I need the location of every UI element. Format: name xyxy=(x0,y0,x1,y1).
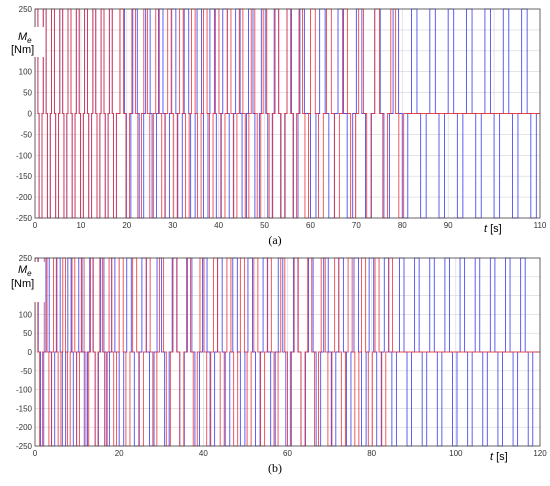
chart-b-x-ticks: 0 20 40 60 80 100 120 xyxy=(33,449,547,458)
chart-a-ytick-label: -150 xyxy=(16,172,33,181)
chart-b-ytick-label: -50 xyxy=(20,367,32,376)
chart-a-ylabel-unit: [Nm] xyxy=(11,44,34,56)
chart-a-xtick-label: 110 xyxy=(534,221,547,230)
chart-b-ytick-label: 100 xyxy=(19,310,33,319)
chart-a-ytick-label: 50 xyxy=(23,89,32,98)
chart-a-xtick-label: 50 xyxy=(260,221,269,230)
chart-a-xtick-label: 10 xyxy=(76,221,85,230)
chart-a: -250-200-150-100-50050100150200250 01020… xyxy=(9,5,547,247)
chart-a-ytick-label: 0 xyxy=(28,110,33,119)
chart-a-x-ticks: 0102030405060708090100110 xyxy=(33,221,547,230)
chart-a-xtick-label: 30 xyxy=(168,221,177,230)
chart-a-xtick-label: 80 xyxy=(398,221,407,230)
chart-a-xtick-label: 20 xyxy=(122,221,131,230)
chart-a-caption: (a) xyxy=(268,233,281,247)
chart-b-ytick-label: 250 xyxy=(19,254,33,263)
chart-b-xtick-label: 60 xyxy=(283,449,292,458)
chart-a-xtick-label: 60 xyxy=(306,221,315,230)
chart-b-caption: (b) xyxy=(268,461,282,475)
chart-b-frame xyxy=(34,257,541,447)
chart-a-ylabel-box xyxy=(9,27,45,57)
chart-b-ylabel-box xyxy=(9,262,45,302)
chart-b-ytick-label: -100 xyxy=(16,386,33,395)
chart-b-ytick-label: -200 xyxy=(16,423,33,432)
chart-a-ytick-label: 250 xyxy=(19,5,33,14)
chart-b: -250-200-150-100-50050100150200250 02040… xyxy=(9,254,547,475)
chart-a-ytick-label: -250 xyxy=(16,214,33,223)
chart-b-ytick-label: -250 xyxy=(16,442,33,451)
chart-a-ytick-label: 100 xyxy=(19,68,33,77)
chart-b-xtick-label: 40 xyxy=(199,449,208,458)
chart-a-ytick-label: -200 xyxy=(16,193,33,202)
chart-b-ytick-label: -150 xyxy=(16,404,33,413)
chart-a-ylabel: Me xyxy=(18,31,32,45)
chart-b-xtick-label: 100 xyxy=(449,449,463,458)
chart-b-xtick-label: 120 xyxy=(533,449,547,458)
chart-b-xtick-label: 80 xyxy=(367,449,376,458)
chart-a-xtick-label: 90 xyxy=(444,221,453,230)
chart-a-xlabel: t [s] xyxy=(484,223,502,235)
chart-b-xlabel: t [s] xyxy=(490,451,508,463)
chart-a-ytick-label: -100 xyxy=(16,151,33,160)
chart-b-ylabel: Me xyxy=(18,264,32,278)
chart-a-frame xyxy=(34,8,541,219)
chart-b-xlabel-box xyxy=(484,448,516,462)
chart-a-xtick-label: 0 xyxy=(33,221,38,230)
chart-b-ytick-label: 50 xyxy=(23,329,32,338)
chart-b-ylabel-unit: [Nm] xyxy=(11,278,34,290)
chart-b-xtick-label: 20 xyxy=(115,449,124,458)
chart-a-ytick-label: -50 xyxy=(20,130,32,139)
chart-a-xlabel-box xyxy=(478,220,510,234)
chart-b-xtick-label: 0 xyxy=(33,449,38,458)
chart-a-xtick-label: 40 xyxy=(214,221,223,230)
chart-b-ytick-label: 0 xyxy=(28,348,33,357)
chart-a-xtick-label: 70 xyxy=(352,221,361,230)
